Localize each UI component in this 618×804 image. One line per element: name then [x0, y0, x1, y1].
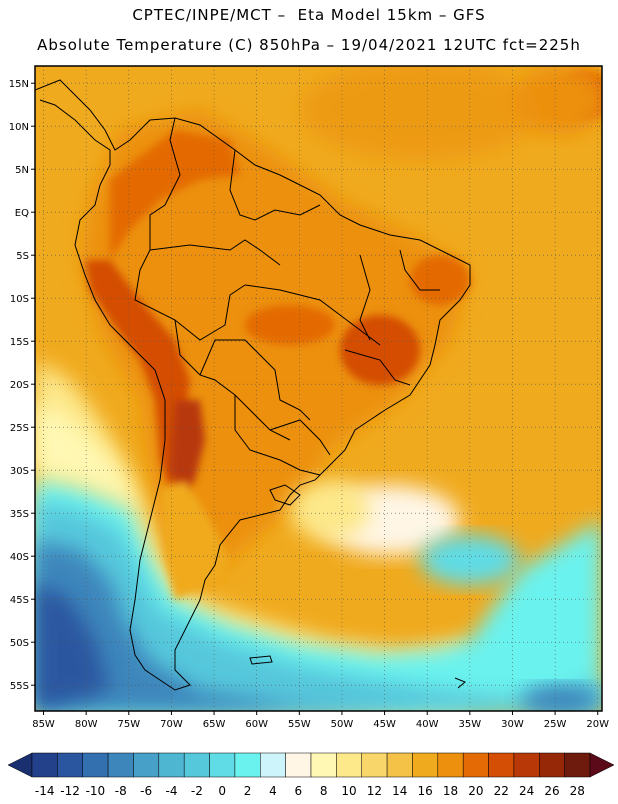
colorbar-swatch: [386, 752, 413, 778]
lon-tick-label: 70W: [160, 719, 183, 730]
colorbar-swatch: [412, 752, 439, 778]
colorbar-label: 28: [570, 784, 585, 798]
colorbar: -14 -12 -10 -8 -6 -4 -2 0 2 4 6 8 10 12 14 16 18 20 22 24 26…: [7, 752, 615, 798]
colorbar-label: -14: [35, 784, 55, 798]
lat-tick-label: EQ: [15, 208, 29, 219]
title-line-1: CPTEC/INPE/MCT – Eta Model 15km – GFS: [132, 6, 486, 24]
colorbar-swatch: [336, 752, 362, 778]
colorbar-label: 24: [519, 784, 534, 798]
colorbar-swatch: [260, 752, 286, 778]
lat-tick-label: 20S: [10, 380, 29, 391]
colorbar-swatch: [462, 752, 489, 778]
lat-tick-label: 50S: [10, 638, 29, 649]
lat-tick-label: 10S: [10, 294, 29, 305]
colorbar-label: 10: [341, 784, 356, 798]
lat-tick-label: 30S: [10, 466, 29, 477]
lon-tick-label: 75W: [117, 719, 140, 730]
colorbar-swatch: [361, 752, 388, 778]
colorbar-swatch: [310, 752, 337, 778]
colorbar-label: -12: [60, 784, 80, 798]
lon-tick-label: 35W: [459, 719, 482, 730]
colorbar-swatch: [158, 752, 185, 778]
colorbar-label: 4: [269, 784, 277, 798]
colorbar-high-arrow: [589, 752, 615, 778]
colorbar-swatch: [31, 752, 58, 778]
lon-tick-label: 60W: [245, 719, 268, 730]
colorbar-label: -4: [166, 784, 178, 798]
temperature-field: [35, 66, 602, 711]
colorbar-swatch: [209, 752, 236, 778]
lat-tick-label: 35S: [10, 509, 29, 520]
lon-tick-label: 30W: [501, 719, 524, 730]
longitude-axis: 85W 80W 75W 70W 65W 60W 55W 50W 45W 40W 35W 30W 25W 2…: [32, 711, 609, 730]
coastline: [35, 79, 471, 691]
colorbar-swatch: [82, 752, 109, 778]
lon-tick-label: 65W: [203, 719, 226, 730]
colorbar-swatch: [133, 752, 160, 778]
colorbar-swatch: [285, 752, 312, 778]
lon-tick-label: 50W: [331, 719, 354, 730]
colorbar-swatch: [107, 752, 134, 778]
lat-tick-label: 15N: [9, 79, 29, 90]
colorbar-label: 2: [244, 784, 252, 798]
lat-tick-label: 40S: [10, 552, 29, 563]
colorbar-swatch: [234, 752, 261, 778]
colorbar-label: 22: [494, 784, 509, 798]
colorbar-swatch: [437, 752, 464, 778]
lat-tick-label: 10N: [9, 122, 29, 133]
colorbar-label: -10: [86, 784, 106, 798]
colorbar-label: 8: [320, 784, 328, 798]
lon-tick-label: 20W: [586, 719, 609, 730]
colorbar-label: -8: [115, 784, 127, 798]
colorbar-swatch: [564, 752, 591, 778]
lat-tick-label: 5S: [16, 251, 29, 262]
colorbar-label: 12: [367, 784, 382, 798]
colorbar-label: 16: [417, 784, 432, 798]
colorbar-label: -2: [191, 784, 203, 798]
title-line-2: Absolute Temperature (C) 850hPa – 19/04/…: [37, 36, 581, 54]
colorbar-label: 14: [392, 784, 407, 798]
lat-tick-label: 25S: [10, 423, 29, 434]
graticule: [35, 66, 602, 711]
colorbar-swatch: [183, 752, 210, 778]
lon-tick-label: 25W: [544, 719, 567, 730]
map-frame: [34, 65, 603, 712]
colorbar-label: 6: [294, 784, 302, 798]
colorbar-label: 26: [544, 784, 559, 798]
colorbar-swatch: [539, 752, 565, 778]
colorbar-label: 20: [468, 784, 483, 798]
lat-tick-label: 5N: [15, 165, 29, 176]
lon-tick-label: 85W: [32, 719, 55, 730]
colorbar-label: 18: [443, 784, 458, 798]
lon-tick-label: 40W: [416, 719, 439, 730]
lat-tick-label: 55S: [10, 681, 29, 692]
latitude-axis: 15N 10N 5N EQ 5S 10S 15S 20S 25S 30S 35S 40S 45S 50S 5…: [9, 79, 35, 692]
lon-tick-label: 45W: [373, 719, 396, 730]
lat-tick-label: 15S: [10, 337, 29, 348]
colorbar-swatch: [513, 752, 540, 778]
lon-tick-label: 55W: [288, 719, 311, 730]
colorbar-label: 0: [218, 784, 226, 798]
colorbar-label: -6: [140, 784, 152, 798]
lat-tick-label: 45S: [10, 595, 29, 606]
colorbar-low-arrow: [7, 752, 33, 778]
lon-tick-label: 80W: [75, 719, 98, 730]
colorbar-swatch: [57, 752, 83, 778]
colorbar-swatch: [488, 752, 515, 778]
